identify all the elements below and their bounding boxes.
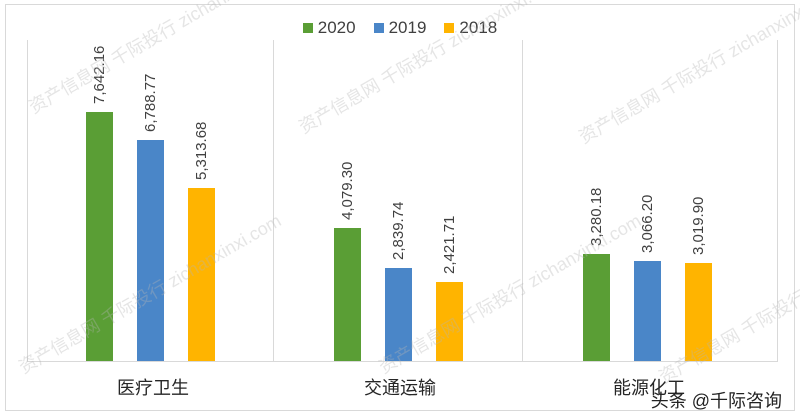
- bar-2019: [385, 268, 412, 361]
- category-label: 能源化工: [613, 378, 685, 398]
- bar-2019: [137, 140, 164, 361]
- category-divider: [522, 40, 523, 361]
- data-label: 2,421.71: [441, 215, 458, 274]
- credit-text: 头条 @千际咨询: [650, 391, 782, 411]
- data-label: 7,642.16: [91, 45, 108, 104]
- legend-swatch-green: [302, 23, 313, 33]
- bar-2020: [86, 112, 113, 361]
- bar-2018: [188, 188, 215, 361]
- legend-label: 2018: [459, 18, 498, 37]
- legend: 2020 2019 2018: [0, 18, 800, 38]
- category-label: 交通运输: [364, 378, 436, 398]
- plot-area: 7,642.16 6,788.77 5,313.68 4,079.30 2,839.74…: [27, 40, 778, 362]
- data-label: 3,280.18: [588, 187, 605, 246]
- legend-swatch-blue: [373, 23, 384, 33]
- legend-item-2019: 2019: [373, 18, 427, 38]
- bar-2020: [334, 228, 361, 361]
- data-label: 4,079.30: [339, 161, 356, 220]
- legend-label: 2019: [388, 18, 427, 37]
- bar-2018: [685, 263, 712, 361]
- legend-item-2020: 2020: [302, 18, 356, 38]
- data-label: 3,019.90: [690, 196, 707, 255]
- data-label: 3,066.20: [639, 194, 656, 253]
- category-label: 医疗卫生: [117, 378, 189, 398]
- data-label: 2,839.74: [390, 201, 407, 260]
- data-label: 5,313.68: [193, 121, 210, 180]
- legend-item-2018: 2018: [444, 18, 497, 38]
- bar-2020: [583, 254, 610, 361]
- data-label: 6,788.77: [142, 73, 159, 132]
- legend-label: 2020: [317, 18, 356, 37]
- bar-2019: [634, 261, 661, 361]
- bar-2018: [436, 282, 463, 361]
- legend-swatch-orange: [444, 23, 455, 33]
- category-divider: [273, 40, 274, 361]
